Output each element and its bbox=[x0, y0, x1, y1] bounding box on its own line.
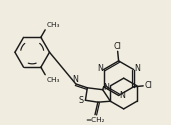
Text: N: N bbox=[134, 64, 140, 73]
Text: Cl: Cl bbox=[144, 81, 152, 90]
Text: =CH₂: =CH₂ bbox=[85, 117, 105, 123]
Text: N: N bbox=[120, 91, 125, 100]
Text: N: N bbox=[97, 64, 103, 73]
Text: CH₃: CH₃ bbox=[47, 22, 61, 28]
Text: N: N bbox=[104, 83, 109, 92]
Text: Cl: Cl bbox=[114, 42, 122, 50]
Text: S: S bbox=[78, 96, 83, 105]
Text: CH₃: CH₃ bbox=[47, 77, 61, 83]
Text: N: N bbox=[72, 75, 78, 84]
